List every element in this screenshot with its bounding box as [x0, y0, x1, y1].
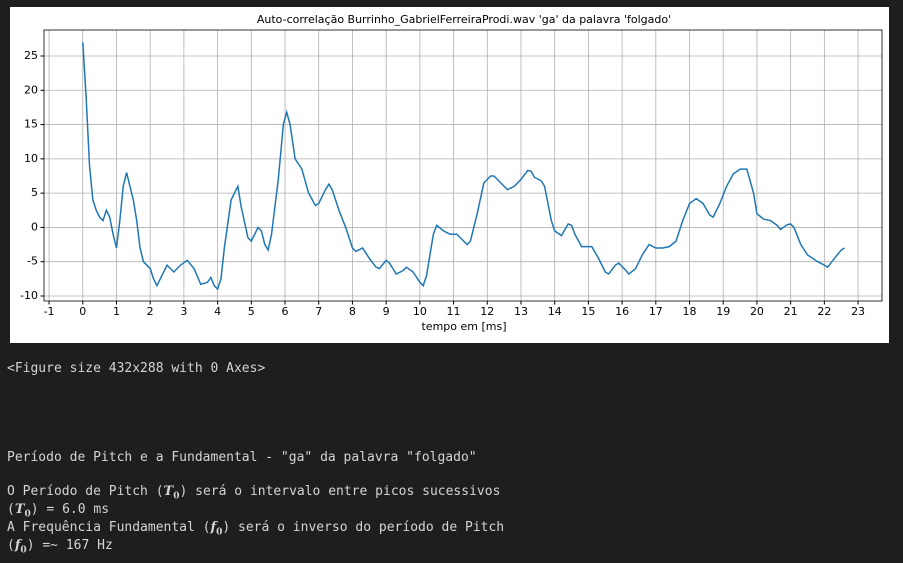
- x-tick-label: 1: [113, 305, 120, 318]
- math-subscript: 0: [216, 527, 223, 538]
- math-symbol: T: [163, 484, 174, 499]
- x-tick-label: 4: [214, 305, 221, 318]
- math-subscript: 0: [20, 545, 27, 556]
- text: O Período de Pitch (: [7, 484, 164, 499]
- text: ) = 6.0 ms: [30, 502, 110, 517]
- x-tick-label: 16: [615, 305, 629, 318]
- x-tick-label: 13: [514, 305, 528, 318]
- output-line: A Frequência Fundamental (f0) será o inv…: [7, 520, 504, 538]
- x-axis-label: tempo em [ms]: [421, 320, 506, 333]
- x-tick-label: 5: [248, 305, 255, 318]
- text: ) será o intervalo entre picos sucessivo…: [179, 484, 501, 499]
- figure-note: <Figure size 432x288 with 0 Axes>: [7, 361, 266, 376]
- math-symbol: f: [14, 538, 21, 553]
- y-tick-label: 0: [31, 220, 38, 233]
- math: f0: [210, 520, 223, 538]
- y-tick-label: 20: [24, 83, 38, 96]
- math-subscript: 0: [24, 509, 31, 520]
- text: ) =~ 167 Hz: [26, 538, 113, 553]
- x-tick-label: 2: [147, 305, 154, 318]
- chart-title: Auto-correlação Burrinho_GabrielFerreira…: [257, 13, 671, 26]
- x-tick-label: 8: [349, 305, 356, 318]
- x-tick-label: 6: [282, 305, 289, 318]
- x-tick-label: 14: [548, 305, 562, 318]
- x-tick-label: 18: [683, 305, 697, 318]
- x-tick-label: 15: [581, 305, 595, 318]
- x-tick-label: 11: [447, 305, 461, 318]
- text: (: [7, 502, 15, 517]
- x-tick-label: 3: [180, 305, 187, 318]
- heading: Período de Pitch e a Fundamental - "ga" …: [7, 450, 477, 465]
- x-tick-label: 20: [750, 305, 764, 318]
- y-tick-label: 25: [24, 49, 38, 62]
- x-tick-label: 10: [413, 305, 427, 318]
- math: T0: [163, 484, 180, 502]
- math-symbol: f: [210, 520, 217, 535]
- output-line: (f0) =~ 167 Hz: [7, 538, 113, 556]
- y-tick-label: -5: [27, 255, 38, 268]
- x-tick-label: -1: [44, 305, 55, 318]
- data-line: [82, 42, 845, 291]
- y-tick-label: 5: [31, 186, 38, 199]
- x-tick-label: 7: [315, 305, 322, 318]
- y-tick-label: 15: [24, 118, 38, 131]
- x-tick-label: 17: [649, 305, 663, 318]
- x-tick-label: 12: [480, 305, 494, 318]
- math: T0: [14, 502, 31, 520]
- text: A Frequência Fundamental (: [7, 520, 211, 535]
- math-subscript: 0: [173, 491, 180, 502]
- y-tick-label: 10: [24, 152, 38, 165]
- text: (: [7, 538, 15, 553]
- x-tick-label: 22: [817, 305, 831, 318]
- math: f0: [14, 538, 27, 556]
- x-tick-label: 9: [383, 305, 390, 318]
- figure: Auto-correlação Burrinho_GabrielFerreira…: [10, 7, 889, 343]
- math-symbol: T: [14, 502, 25, 517]
- text: ) será o inverso do período de Pitch: [222, 520, 505, 535]
- x-tick-label: 21: [784, 305, 798, 318]
- output-line: O Período de Pitch (T0) será o intervalo…: [7, 484, 500, 502]
- plot-frame: [43, 29, 883, 302]
- output-line: (T0) = 6.0 ms: [7, 502, 109, 520]
- x-tick-label: 23: [851, 305, 865, 318]
- y-tick-label: -10: [20, 289, 38, 302]
- x-tick-label: 0: [79, 305, 86, 318]
- x-tick-label: 19: [716, 305, 730, 318]
